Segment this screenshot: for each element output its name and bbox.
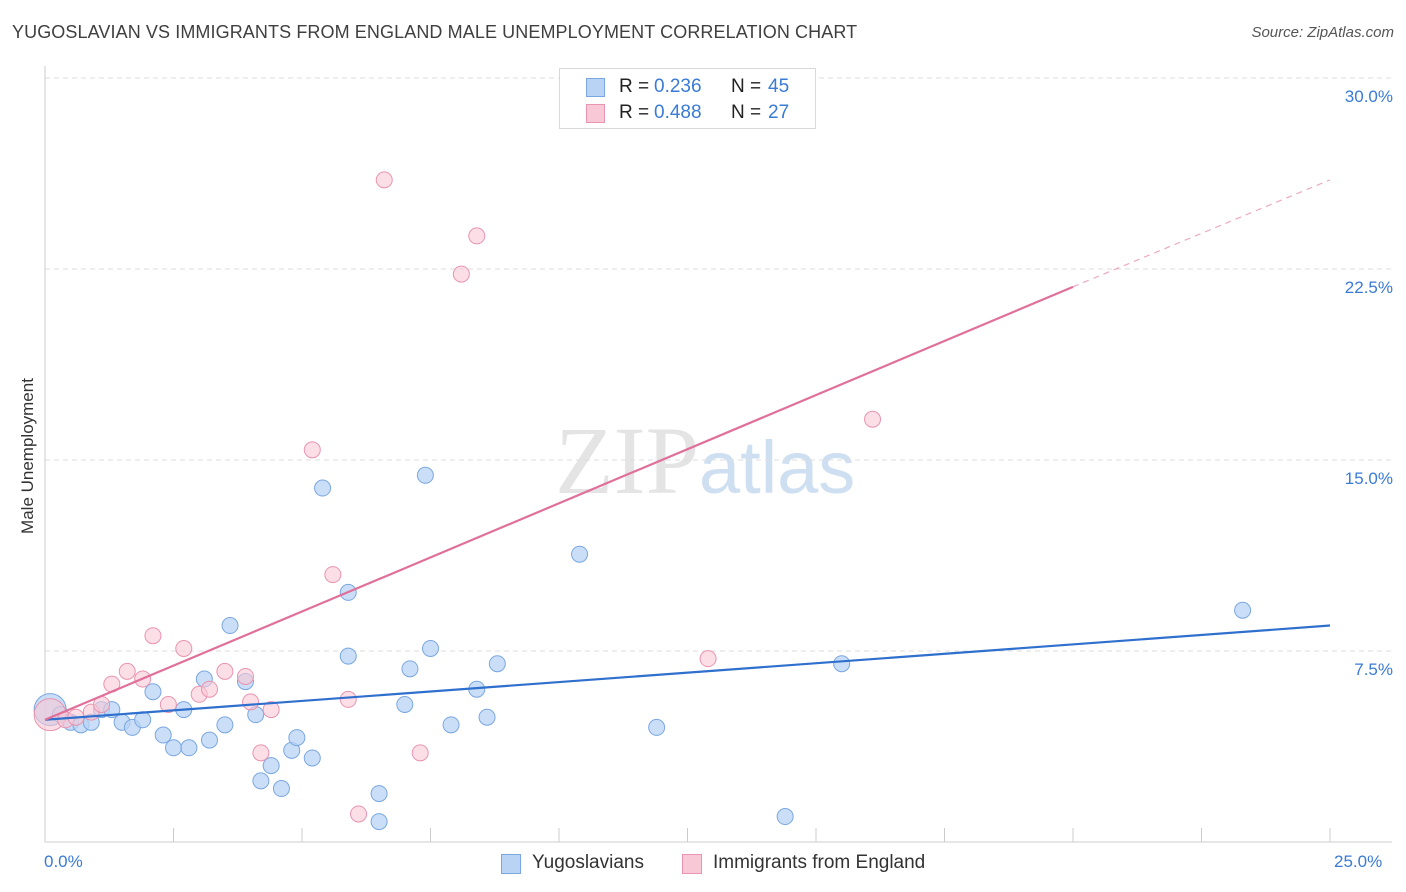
point-yugoslavian [288, 729, 306, 747]
legend-swatch-blue [586, 78, 605, 97]
bottom-legend-label: Immigrants from England [713, 852, 926, 873]
point-england [324, 566, 342, 584]
label-layer: 7.5% 15.0% 22.5% 30.0% [1345, 87, 1393, 679]
axis-layer [44, 66, 1392, 843]
point-yugoslavian [648, 718, 666, 736]
legend-n-value: 45 [768, 76, 790, 97]
point-yugoslavian [422, 639, 439, 657]
point-england [411, 744, 429, 762]
point-england [262, 701, 280, 719]
point-yugoslavian [134, 711, 152, 729]
point-yugoslavian [252, 772, 270, 790]
point-yugoslavian [200, 731, 218, 749]
point-england [303, 441, 321, 459]
bottom-legend-swatch-blue [501, 854, 521, 874]
y-tick-label: 22.5% [1345, 278, 1393, 297]
legend-r-value: 0.488 [654, 102, 702, 123]
y-tick-label: 15.0% [1345, 469, 1393, 488]
point-yugoslavian [314, 479, 332, 497]
y-tick-label: 30.0% [1345, 87, 1393, 106]
bottom-legend-label: Yugoslavians [532, 852, 644, 873]
point-yugoslavian [370, 813, 388, 831]
point-england [242, 693, 260, 711]
legend-n-label: N = [731, 102, 762, 123]
point-england [252, 744, 270, 762]
point-england [175, 639, 193, 657]
legend-n-value: 27 [768, 102, 790, 123]
point-england [375, 171, 393, 189]
point-england [864, 410, 882, 428]
point-yugoslavian [262, 757, 280, 775]
trendline-yugoslavian [44, 624, 1331, 721]
trendline-england [44, 285, 1074, 721]
trendline-extension-england [1072, 179, 1331, 288]
x-tick-min: 0.0% [44, 852, 83, 871]
x-tick-max: 25.0% [1334, 852, 1383, 871]
point-england [144, 627, 162, 645]
point-yugoslavian [154, 726, 172, 744]
point-yugoslavian [478, 708, 496, 726]
legend-r-label: R = [619, 76, 650, 97]
y-tick-label: 7.5% [1354, 660, 1393, 679]
source-credit: Source: ZipAtlas.com [1251, 24, 1394, 41]
point-yugoslavian [571, 545, 589, 563]
point-yugoslavian [144, 683, 162, 701]
point-yugoslavian [370, 785, 388, 803]
point-yugoslavian [416, 466, 434, 484]
point-yugoslavian [488, 655, 506, 673]
point-yugoslavian [272, 780, 290, 798]
point-yugoslavian [833, 655, 851, 673]
point-england [200, 680, 218, 698]
point-england [118, 662, 136, 680]
point-yugoslavian [216, 716, 234, 734]
bottom-legend-swatch-pink [682, 854, 702, 874]
point-england [468, 227, 486, 245]
point-yugoslavian [221, 617, 239, 635]
point-yugoslavian [776, 808, 794, 826]
point-england [159, 695, 177, 713]
stats-legend: R = 0.236 N = 45 R = 0.488 N = 27 [559, 68, 816, 129]
point-england [236, 667, 254, 685]
legend-swatch-pink [586, 104, 605, 123]
point-yugoslavian [180, 739, 198, 757]
point-yugoslavian [396, 695, 414, 713]
point-yugoslavian [339, 647, 357, 665]
chart-title: YUGOSLAVIAN VS IMMIGRANTS FROM ENGLAND M… [12, 22, 858, 42]
point-england [216, 662, 234, 680]
point-layer [33, 171, 1252, 831]
legend-n-label: N = [731, 76, 762, 97]
point-yugoslavian [1234, 601, 1252, 619]
point-england [452, 265, 470, 283]
point-england [350, 805, 368, 823]
trend-layer [44, 179, 1331, 721]
point-england [699, 650, 717, 668]
point-yugoslavian [401, 660, 419, 678]
legend-r-label: R = [619, 102, 650, 123]
point-yugoslavian [442, 716, 460, 734]
legend-r-value: 0.236 [654, 76, 702, 97]
point-yugoslavian [303, 749, 321, 767]
point-yugoslavian [165, 739, 182, 757]
grid-layer [45, 77, 1392, 652]
point-england [339, 690, 357, 708]
